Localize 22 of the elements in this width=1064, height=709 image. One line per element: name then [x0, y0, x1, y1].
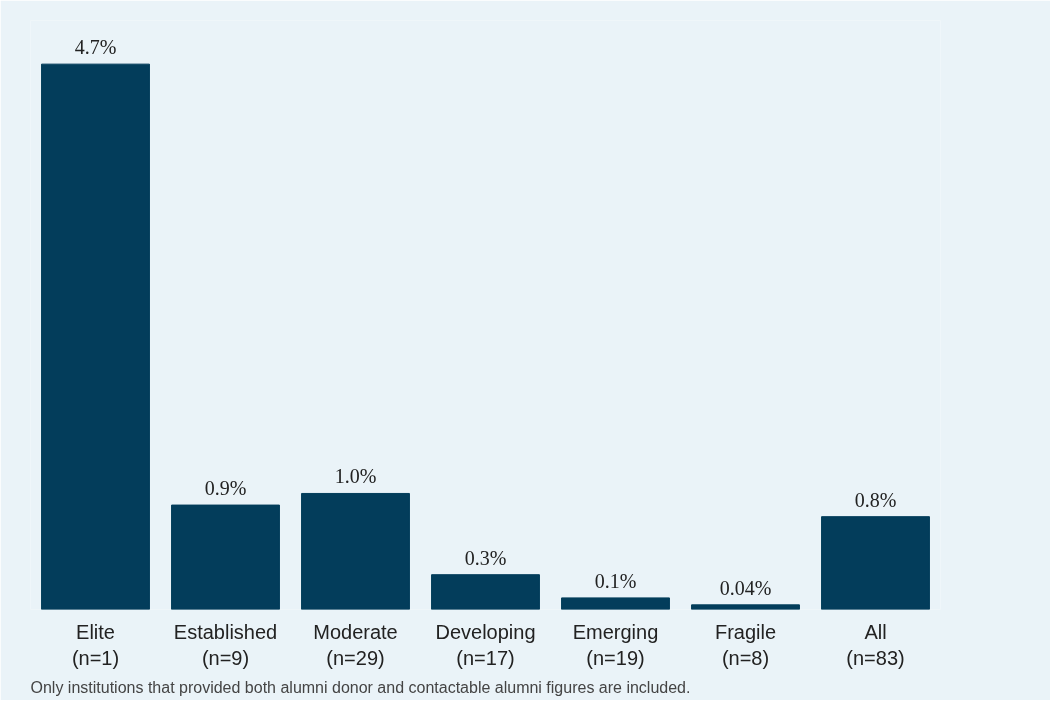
x-tick-label: All (n=83) [846, 620, 905, 669]
x-tick-label: Emerging (n=19) [572, 620, 659, 669]
bar [301, 492, 410, 610]
bar [41, 63, 150, 610]
data-label: 0.8% [854, 488, 897, 511]
data-label: 4.7% [74, 36, 117, 59]
data-label: 0.9% [204, 477, 247, 500]
x-tick-label: Fragile (n=8) [714, 620, 777, 669]
data-label: 0.04% [719, 576, 772, 599]
bar [561, 597, 670, 610]
x-tick-label: Moderate (n=29) [313, 620, 398, 669]
bar [691, 604, 800, 610]
x-tick-label: Developing (n=17) [435, 620, 536, 669]
data-label: 1.0% [334, 465, 377, 488]
bar [431, 574, 540, 610]
data-label: 0.1% [594, 569, 637, 592]
x-tick-label: Established (n=9) [173, 620, 278, 669]
data-label: 0.3% [464, 546, 507, 569]
text: Only institutions that provided both alumni donor and contactable alumni figures are included. [30, 678, 691, 696]
bar [171, 504, 280, 610]
bar [821, 516, 930, 610]
x-tick-label: Elite (n=1) [71, 620, 120, 669]
